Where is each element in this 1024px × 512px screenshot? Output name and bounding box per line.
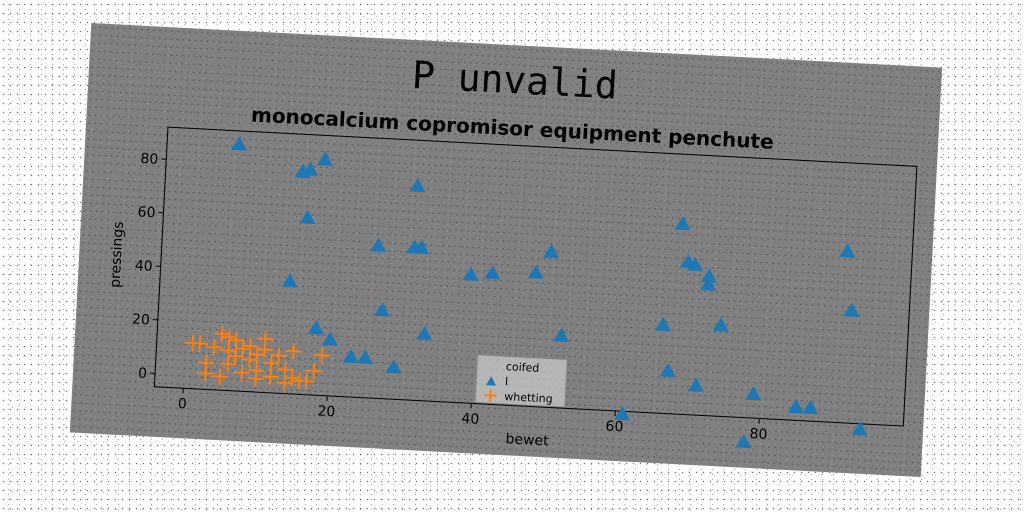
plus-point bbox=[298, 373, 315, 390]
triangle-point bbox=[409, 177, 426, 192]
triangle-point bbox=[308, 320, 325, 335]
triangle-point bbox=[839, 243, 856, 258]
triangle-point bbox=[788, 399, 805, 414]
plus-point bbox=[262, 368, 279, 385]
x-axis-label: bewet bbox=[505, 431, 549, 449]
y-tick-label: 60 bbox=[137, 204, 156, 221]
triangle-point bbox=[553, 327, 570, 342]
x-tick-label: 20 bbox=[317, 403, 336, 420]
plus-point bbox=[219, 355, 236, 372]
plus-point bbox=[247, 370, 264, 387]
plus-point bbox=[314, 347, 331, 364]
triangle-point bbox=[675, 216, 692, 231]
plus-point bbox=[214, 326, 231, 343]
y-tick-label: 0 bbox=[138, 366, 148, 382]
triangle-point bbox=[282, 273, 299, 288]
plus-point bbox=[211, 368, 228, 385]
chart-subtitle: monocalcium copromisor equipment penchut… bbox=[250, 102, 774, 153]
triangle-point bbox=[655, 316, 672, 331]
legend-title: coifed bbox=[506, 360, 540, 375]
triangle-point bbox=[528, 264, 545, 279]
series-l bbox=[217, 136, 882, 454]
series-whetting bbox=[183, 324, 332, 393]
triangle-point bbox=[462, 266, 479, 281]
y-axis-label: pressings bbox=[107, 221, 126, 288]
plus-point bbox=[235, 340, 252, 357]
triangle-point bbox=[852, 421, 869, 436]
triangle-point bbox=[700, 276, 717, 291]
triangle-point bbox=[370, 237, 387, 252]
x-tick-label: 0 bbox=[177, 396, 187, 412]
x-tick-label: 60 bbox=[605, 418, 624, 435]
triangle-point bbox=[484, 265, 501, 280]
chart-title: P unvalid bbox=[411, 53, 619, 108]
plus-point bbox=[233, 364, 250, 381]
triangle-point bbox=[614, 406, 631, 421]
triangle-point bbox=[299, 209, 316, 224]
scatter-plot: P unvalid monocalcium copromisor equipme… bbox=[70, 23, 942, 477]
plus-point bbox=[197, 365, 214, 382]
triangle-point bbox=[543, 244, 560, 259]
triangle-point bbox=[688, 377, 705, 392]
axis-ticks: 0 20 40 60 80 0 20 40 60 80 bbox=[127, 151, 780, 443]
x-tick-label: 40 bbox=[461, 411, 480, 428]
x-tick-label: 80 bbox=[749, 426, 768, 443]
y-tick-label: 40 bbox=[134, 258, 153, 275]
legend: coifed l whetting bbox=[476, 356, 566, 407]
triangle-point bbox=[322, 331, 339, 346]
plus-point bbox=[192, 335, 209, 352]
plus-point bbox=[206, 339, 223, 356]
triangle-point bbox=[660, 362, 677, 377]
triangle-point bbox=[231, 136, 248, 151]
triangle-point bbox=[385, 359, 402, 374]
triangle-point bbox=[802, 399, 819, 414]
y-tick-label: 20 bbox=[132, 312, 151, 329]
triangle-point bbox=[317, 151, 334, 166]
triangle-point bbox=[357, 349, 374, 364]
plus-point bbox=[228, 332, 245, 349]
triangle-point bbox=[843, 302, 860, 317]
triangle-point bbox=[374, 302, 391, 317]
plus-point bbox=[270, 347, 287, 364]
legend-entry-whetting: whetting bbox=[504, 390, 553, 406]
plus-point bbox=[306, 363, 323, 380]
triangle-point bbox=[713, 317, 730, 332]
triangle-point bbox=[745, 386, 762, 401]
chart-figure: P unvalid monocalcium copromisor equipme… bbox=[70, 23, 942, 477]
y-tick-label: 80 bbox=[140, 151, 159, 168]
triangle-point bbox=[416, 325, 433, 340]
triangle-point bbox=[343, 348, 360, 363]
plus-point bbox=[285, 343, 302, 360]
